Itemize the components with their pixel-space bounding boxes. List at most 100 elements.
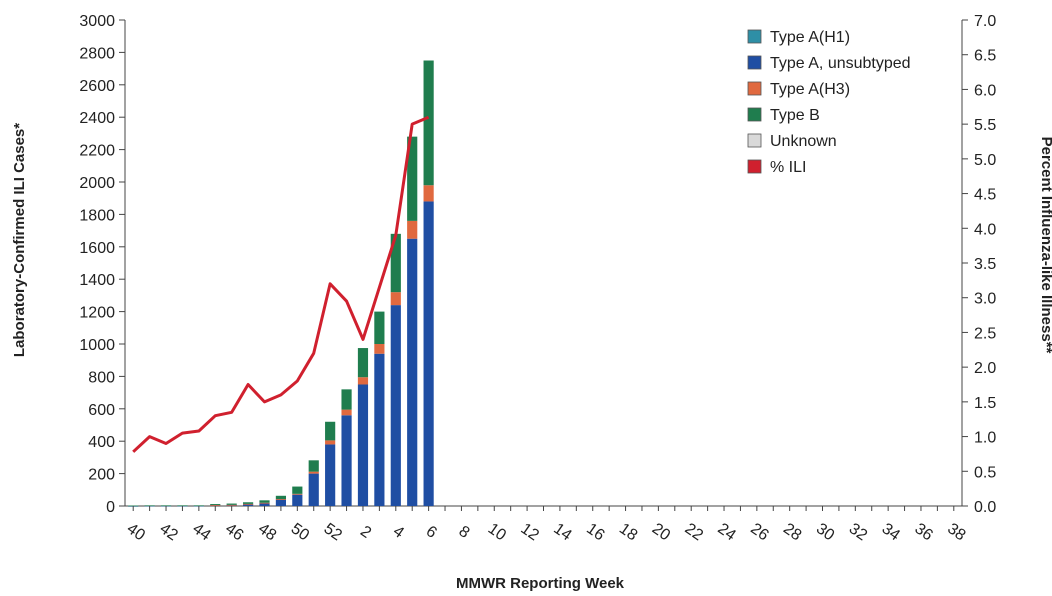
bar-segment xyxy=(374,353,385,506)
bar-segment xyxy=(226,504,237,506)
bars-layer xyxy=(128,60,434,507)
ili-line xyxy=(132,115,430,453)
bar-segment xyxy=(259,502,270,504)
x-tick-label: 16 xyxy=(583,520,607,544)
bar-segment xyxy=(325,440,336,445)
bar-segment xyxy=(210,504,221,506)
bar-segment xyxy=(407,220,418,239)
bar-segment xyxy=(308,471,319,474)
y-tick-label: 0 xyxy=(106,499,115,516)
x-tick-label: 42 xyxy=(156,520,180,544)
bar-segment xyxy=(308,473,319,506)
y-tick-label: 1600 xyxy=(79,240,115,257)
y2-tick-label: 2.0 xyxy=(974,360,996,377)
legend: Type A(H1) Type A, unsubtyped Type A(H3) Ty… xyxy=(747,29,911,176)
y2-tick-label: 3.5 xyxy=(974,256,996,273)
x-tick-label: 30 xyxy=(813,520,837,544)
bar-segment xyxy=(308,460,319,472)
bar-segment xyxy=(292,494,303,506)
x-tick-label: 18 xyxy=(616,520,640,544)
y2-tick-label: 2.5 xyxy=(974,325,996,342)
x-tick-label: 2 xyxy=(357,523,374,542)
bar-segment xyxy=(292,493,303,495)
y2-tick-label: 0.5 xyxy=(974,464,996,481)
bar-segment xyxy=(193,505,204,507)
y-tick-label: 2600 xyxy=(79,78,115,95)
bar-segment xyxy=(144,505,155,507)
bar-segment xyxy=(275,495,286,500)
bar-segment xyxy=(325,421,336,441)
legend-swatch xyxy=(747,159,762,174)
y-tick-label: 800 xyxy=(88,369,115,386)
y-axis: 0 200 400 600 800 1000 1200 1400 1600 1800 2000 220… xyxy=(79,13,125,516)
bar-segment xyxy=(390,233,401,293)
x-tick-label: 20 xyxy=(649,520,673,544)
legend-label: Unknown xyxy=(770,133,837,150)
y-tick-label: 200 xyxy=(88,467,115,484)
bar-segment xyxy=(407,136,418,221)
y2-tick-label: 3.0 xyxy=(974,291,996,308)
y2-tick-label: 5.5 xyxy=(974,117,996,134)
bar-segment xyxy=(226,503,237,505)
bar-segment xyxy=(423,60,434,186)
y2-axis-title: Percent Influenza-like Illness** xyxy=(1038,137,1052,354)
x-axis-title: MMWR Reporting Week xyxy=(456,575,625,592)
y-tick-label: 2400 xyxy=(79,110,115,127)
x-tick-label: 8 xyxy=(455,523,472,542)
bar-segment xyxy=(177,505,188,507)
x-tick-label: 24 xyxy=(714,520,738,544)
bar-segment xyxy=(243,504,254,506)
bar-segment xyxy=(390,292,401,306)
x-tick-label: 14 xyxy=(550,520,574,544)
bar-segment xyxy=(259,500,270,503)
y-tick-label: 1800 xyxy=(79,207,115,224)
x-axis: 40 42 44 46 48 50 52 2 4 6 8 10 12 14 16 18 20 22 24 26 28 30… xyxy=(124,506,969,544)
y-tick-label: 1200 xyxy=(79,305,115,322)
legend-swatch xyxy=(747,107,762,122)
bar-segment xyxy=(341,415,352,506)
x-tick-label: 48 xyxy=(255,520,279,544)
legend-label: Type B xyxy=(770,107,820,124)
bar-segment xyxy=(357,384,369,506)
x-tick-label: 6 xyxy=(423,523,440,542)
bar-segment xyxy=(390,305,401,506)
bar-segment xyxy=(160,505,172,507)
x-tick-label: 22 xyxy=(682,520,706,544)
y2-axis: 0.0 0.5 1.0 1.5 2.0 2.5 3.0 3.5 4.0 4.5 5.0 5.5 6.0 6… xyxy=(962,13,996,516)
bar-segment xyxy=(325,444,336,506)
legend-label: Type A, unsubtyped xyxy=(770,55,911,72)
bar-segment xyxy=(374,344,385,354)
y2-tick-label: 0.0 xyxy=(974,499,996,516)
bar-segment xyxy=(243,502,254,504)
x-tick-label: 28 xyxy=(780,520,804,544)
bar-segment xyxy=(128,505,139,507)
ili-line-layer xyxy=(132,115,430,453)
y-tick-label: 2800 xyxy=(79,45,115,62)
x-tick-label: 52 xyxy=(321,520,345,544)
bar-segment xyxy=(374,311,385,344)
bar-segment xyxy=(243,503,254,505)
y-tick-label: 400 xyxy=(88,434,115,451)
x-tick-label: 10 xyxy=(485,520,509,544)
bar-segment xyxy=(357,377,369,385)
bar-segment xyxy=(423,185,434,202)
y2-tick-label: 1.0 xyxy=(974,430,996,447)
legend-swatch xyxy=(747,55,762,70)
legend-swatch xyxy=(747,29,762,44)
x-tick-label: 46 xyxy=(222,520,246,544)
y-axis-title: Laboratory-Confirmed ILI Cases* xyxy=(11,123,28,357)
x-tick-label: 12 xyxy=(518,520,542,544)
x-tick-label: 50 xyxy=(288,520,312,544)
y-tick-label: 1400 xyxy=(79,272,115,289)
x-tick-label: 4 xyxy=(390,523,407,542)
bar-segment xyxy=(292,486,303,494)
x-tick-label: 26 xyxy=(747,520,771,544)
legend-swatch xyxy=(747,81,762,96)
x-tick-label: 44 xyxy=(189,520,213,544)
y2-tick-label: 1.5 xyxy=(974,395,996,412)
bar-segment xyxy=(341,409,352,416)
y2-tick-label: 6.0 xyxy=(974,82,996,99)
y-tick-label: 2000 xyxy=(79,175,115,192)
